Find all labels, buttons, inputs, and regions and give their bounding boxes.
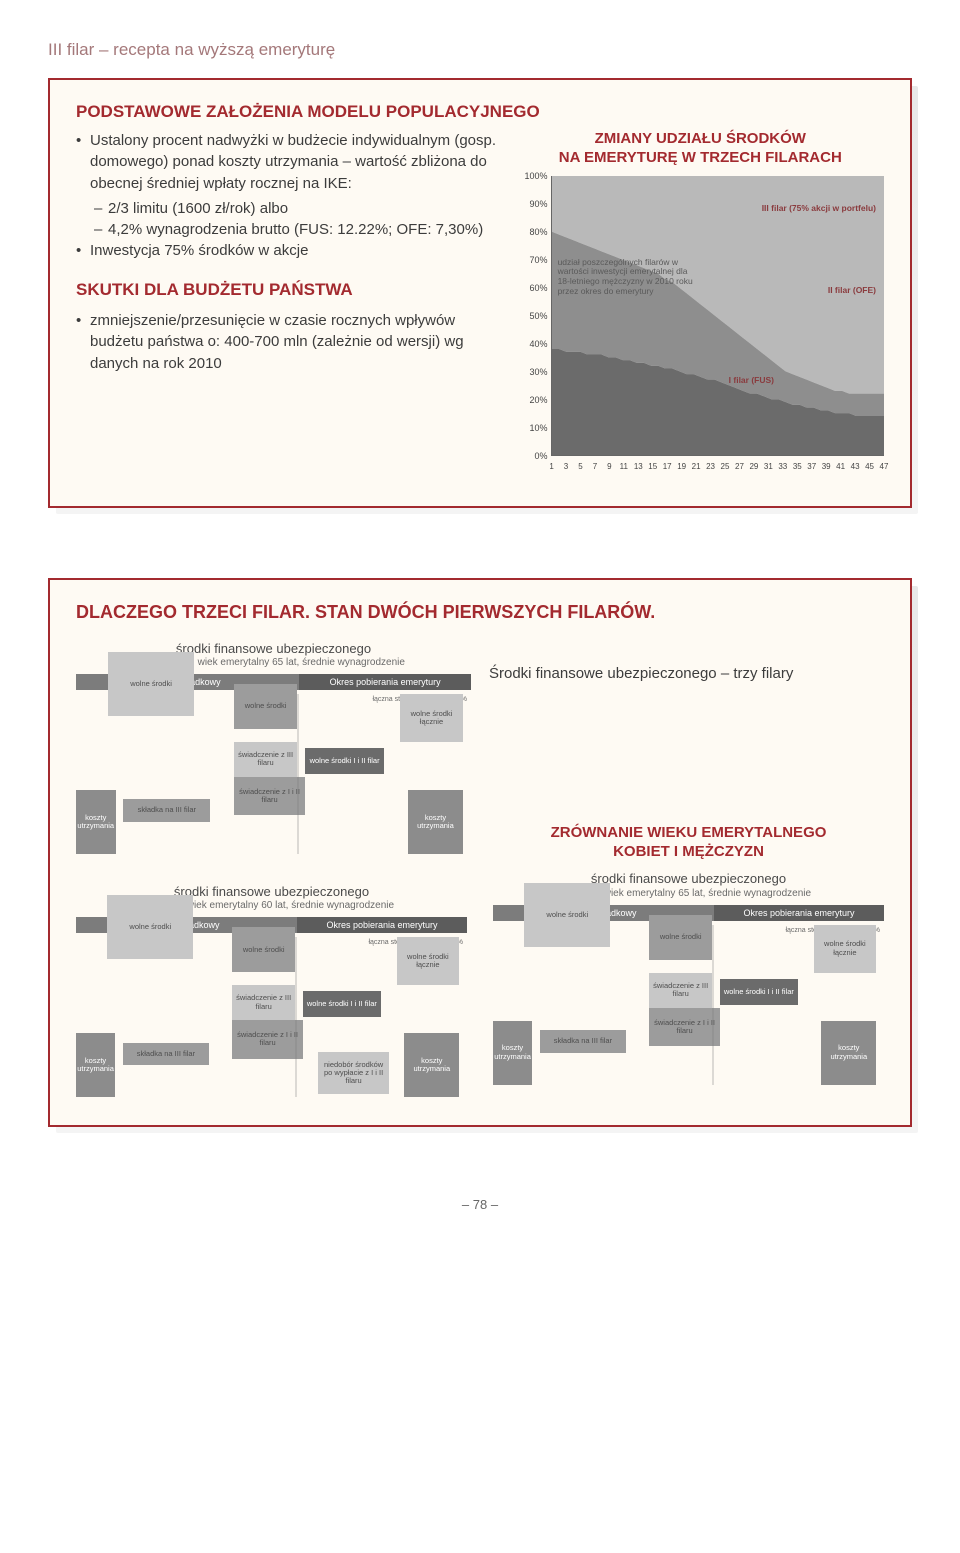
dash-text: 4,2% wynagrodzenia brutto (FUS: 12.22%; … — [108, 219, 483, 240]
card1-title: PODSTAWOWE ZAŁOŻENIA MODELU POPULACYJNEG… — [76, 102, 884, 122]
eq-l2: KOBIET I MĘŻCZYZN — [613, 843, 764, 860]
eq-l1: ZRÓWNANIE WIEKU EMERYTALNEGO — [551, 824, 827, 841]
eq-title: ZRÓWNANIE WIEKU EMERYTALNEGO KOBIET I MĘ… — [493, 824, 884, 862]
bullet: •Ustalony procent nadwyżki w budżecie in… — [76, 130, 499, 194]
legend-i: I filar (FUS) — [729, 376, 774, 386]
bullet-text: Ustalony procent nadwyżki w budżecie ind… — [90, 130, 499, 194]
bullet-text: Inwestycja 75% środków w akcje — [90, 240, 308, 261]
dash-item: –2/3 limitu (1600 zł/rok) albo — [76, 198, 499, 219]
mini-chart-m65: łączna stopa zastąpienia: 93%wolne środk… — [76, 694, 471, 854]
card-model: PODSTAWOWE ZAŁOŻENIA MODELU POPULACYJNEG… — [48, 78, 912, 508]
chart-title-l1: ZMIANY UDZIAŁU ŚRODKÓW — [595, 130, 806, 147]
chart-title-l2: NA EMERYTURĘ W TRZECH FILARACH — [559, 149, 842, 166]
mini-chart-k65: łączna stopa zastąpienia: 77%wolne środk… — [493, 925, 884, 1085]
mini-chart-k60: łączna stopa zastąpienia: 53%wolne środk… — [76, 937, 467, 1097]
chart-annotation: udział poszczególnych filarów w wartości… — [558, 258, 698, 297]
chart-title: ZMIANY UDZIAŁU ŚRODKÓW NA EMERYTURĘ W TR… — [517, 130, 884, 168]
page-number: – 78 – — [48, 1197, 912, 1212]
card-why: DLACZEGO TRZECI FILAR. STAN DWÓCH PIERWS… — [48, 578, 912, 1128]
dash-text: 2/3 limitu (1600 zł/rok) albo — [108, 198, 288, 219]
stacked-area-chart: udział poszczególnych filarów w wartości… — [551, 176, 884, 456]
right-text: Środki finansowe ubezpieczonego – trzy f… — [489, 665, 884, 682]
card1-subtitle: SKUTKI DLA BUDŻETU PAŃSTWA — [76, 278, 499, 302]
legend-ii: II filar (OFE) — [828, 286, 876, 296]
period-b: Okres pobierania emerytury — [714, 905, 884, 921]
page-header: III filar – recepta na wyższą emeryturę — [48, 40, 912, 60]
card2-title: DLACZEGO TRZECI FILAR. STAN DWÓCH PIERWS… — [76, 602, 884, 623]
period-b: Okres pobierania emerytury — [299, 674, 471, 690]
bullet-text: zmniejszenie/przesunięcie w czasie roczn… — [90, 310, 499, 374]
legend-iii: III filar (75% akcji w portfelu) — [762, 204, 876, 214]
dash-item: –4,2% wynagrodzenia brutto (FUS: 12.22%;… — [76, 219, 499, 240]
bullet: •Inwestycja 75% środków w akcje — [76, 240, 499, 261]
bullet: •zmniejszenie/przesunięcie w czasie rocz… — [76, 310, 499, 374]
period-b: Okres pobierania emerytury — [297, 917, 467, 933]
